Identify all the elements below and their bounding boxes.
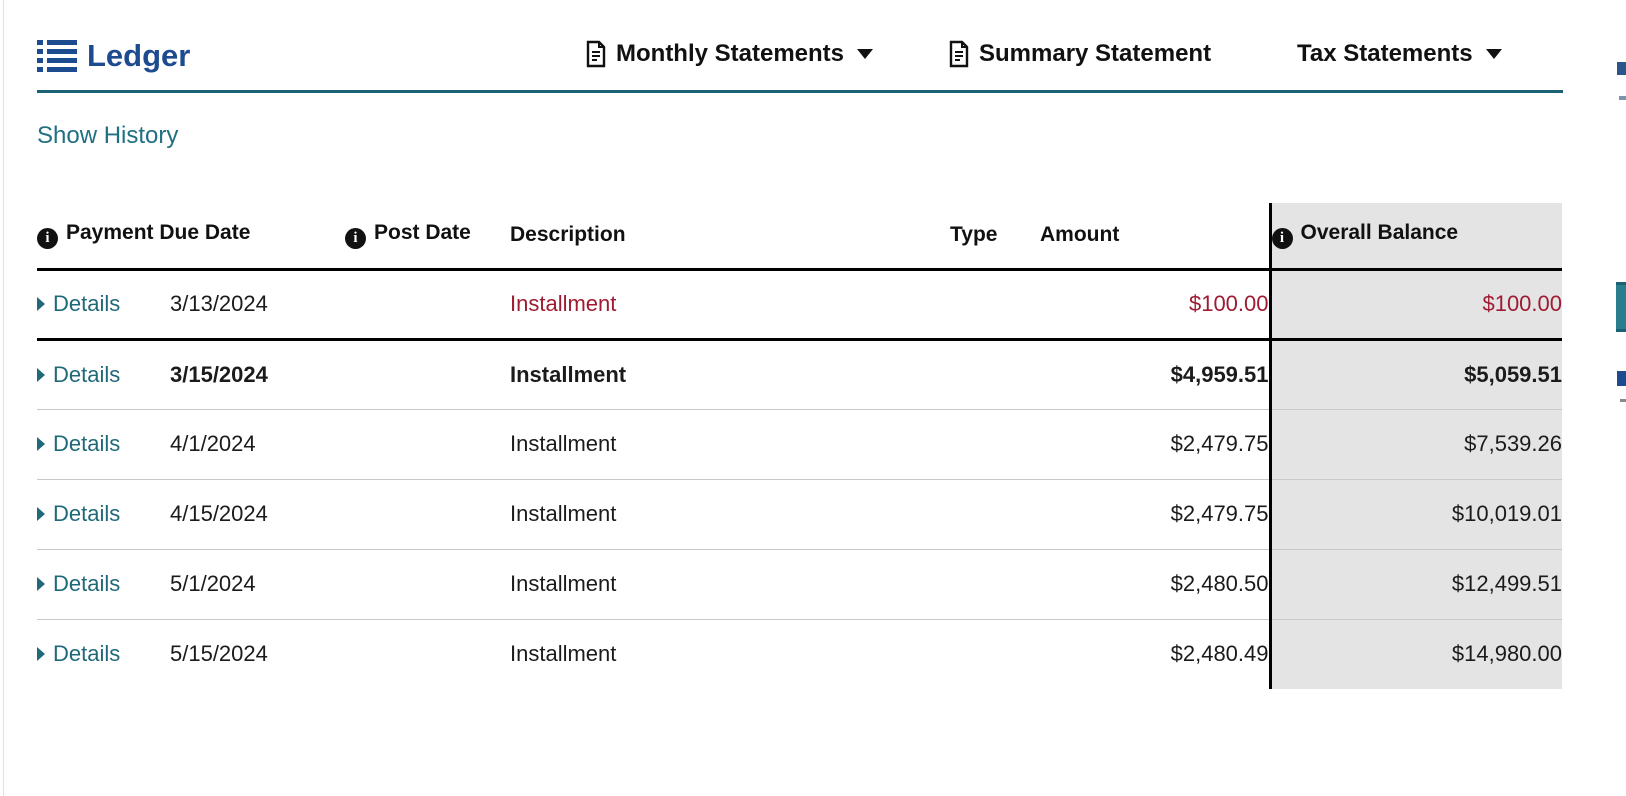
type-cell [950, 269, 1040, 341]
type-cell [950, 409, 1040, 480]
description-cell: Installment [510, 269, 950, 341]
details-link[interactable]: Details [37, 501, 120, 527]
column-header-description: Description [510, 203, 950, 271]
amount-cell: $2,480.50 [1040, 549, 1270, 620]
header-underline [37, 90, 1563, 93]
type-cell [950, 619, 1040, 689]
amount-cell: $4,959.51 [1040, 339, 1270, 410]
balance-cell: $5,059.51 [1268, 339, 1562, 410]
table-row: Details 4/15/2024 Installment $2,479.75 … [37, 479, 1562, 550]
triangle-right-icon [37, 647, 45, 662]
details-link[interactable]: Details [37, 291, 120, 317]
document-icon [585, 40, 607, 68]
page-title-text: Ledger [87, 38, 191, 73]
triangle-right-icon [37, 577, 45, 591]
tax-statements-dropdown[interactable]: Tax Statements [1297, 40, 1502, 68]
triangle-right-icon [37, 367, 45, 382]
ledger-list-icon [37, 39, 77, 73]
cutoff-fragment [1620, 399, 1626, 402]
type-cell [950, 549, 1040, 620]
table-row: Details 3/13/2024 Installment $100.00 $1… [37, 269, 1562, 341]
cutoff-fragment [1617, 371, 1626, 386]
post-date-cell [345, 619, 510, 689]
column-header-type: Type [950, 203, 1040, 271]
description-cell: Installment [510, 549, 950, 620]
type-cell [950, 339, 1040, 410]
due-date-cell: 3/15/2024 [170, 339, 345, 410]
summary-statement-label: Summary Statement [979, 40, 1212, 67]
cutoff-fragment [1619, 96, 1626, 100]
table-row: Details 5/1/2024 Installment $2,480.50 $… [37, 549, 1562, 620]
table-row: Details 5/15/2024 Installment $2,480.49 … [37, 619, 1562, 689]
cutoff-fragment [1617, 62, 1626, 75]
triangle-right-icon [37, 297, 45, 311]
amount-cell: $2,479.75 [1040, 409, 1270, 480]
due-date-cell: 4/1/2024 [170, 409, 345, 480]
description-cell: Installment [510, 409, 950, 480]
info-icon[interactable]: i [345, 228, 366, 250]
post-date-cell [345, 479, 510, 550]
triangle-right-icon [37, 507, 45, 521]
balance-cell: $12,499.51 [1268, 549, 1562, 620]
details-link[interactable]: Details [37, 641, 120, 667]
post-date-cell [345, 269, 510, 341]
table-row: Details 3/15/2024 Installment $4,959.51 … [37, 339, 1562, 410]
type-cell [950, 479, 1040, 550]
due-date-cell: 4/15/2024 [170, 479, 345, 550]
tax-statements-label: Tax Statements [1297, 40, 1473, 67]
amount-cell: $2,479.75 [1040, 479, 1270, 550]
info-icon[interactable]: i [1271, 228, 1293, 250]
card-left-border [3, 0, 4, 796]
post-date-cell [345, 409, 510, 480]
post-date-cell [345, 549, 510, 620]
due-date-cell: 5/1/2024 [170, 549, 345, 620]
column-header-amount: Amount [1040, 203, 1270, 271]
column-header-payment-due-date: i Payment Due Date [37, 203, 345, 271]
post-date-cell [345, 339, 510, 410]
amount-cell: $100.00 [1040, 269, 1270, 341]
info-icon[interactable]: i [37, 228, 58, 250]
column-header-overall-balance: i Overall Balance [1268, 203, 1562, 271]
description-cell: Installment [510, 641, 617, 667]
table-row: Details 4/1/2024 Installment $2,479.75 $… [37, 409, 1562, 480]
due-date-cell: 5/15/2024 [170, 641, 268, 667]
balance-cell: $7,539.26 [1268, 409, 1562, 480]
due-date-cell: 3/13/2024 [170, 269, 345, 341]
document-icon [948, 40, 970, 68]
balance-cell: $10,019.01 [1268, 479, 1562, 550]
details-link[interactable]: Details [37, 362, 120, 388]
amount-cell: $2,480.49 [1170, 641, 1269, 667]
description-cell: Installment [510, 479, 950, 550]
balance-cell: $100.00 [1268, 269, 1562, 341]
cutoff-fragment [1616, 282, 1626, 332]
description-cell: Installment [510, 339, 950, 410]
triangle-right-icon [37, 437, 45, 451]
details-link[interactable]: Details [37, 431, 120, 457]
balance-cell: $14,980.00 [1268, 619, 1562, 689]
page-title: Ledger [37, 38, 190, 74]
summary-statement-link[interactable]: Summary Statement [948, 40, 1211, 68]
monthly-statements-dropdown[interactable]: Monthly Statements [585, 40, 874, 68]
chevron-down-icon [1485, 49, 1502, 59]
ledger-table: i Payment Due Date i Post Date Description… [37, 203, 1562, 689]
monthly-statements-label: Monthly Statements [616, 40, 845, 67]
table-header-row: i Payment Due Date i Post Date Description… [37, 203, 1562, 271]
column-header-post-date: i Post Date [345, 203, 510, 271]
chevron-down-icon [857, 49, 874, 59]
top-navigation-bar: Ledger Monthly Statements [0, 0, 1626, 93]
show-history-link[interactable]: Show History [37, 122, 179, 149]
details-link[interactable]: Details [37, 571, 120, 597]
